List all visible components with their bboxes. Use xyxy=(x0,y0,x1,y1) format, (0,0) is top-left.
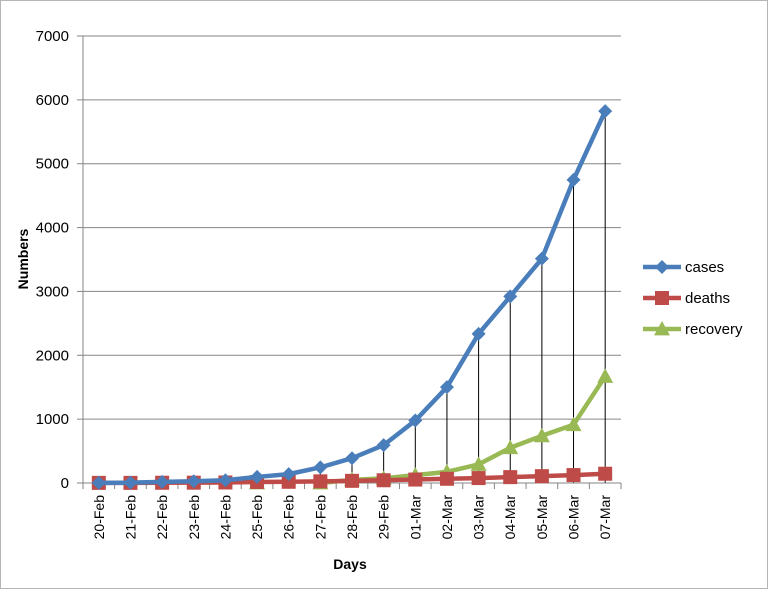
gridlines xyxy=(83,35,621,420)
cases-point xyxy=(250,469,265,484)
deaths-point xyxy=(598,466,613,481)
x-tick-label: 07-Mar xyxy=(597,495,613,540)
y-tick-label: 0 xyxy=(61,475,69,492)
deaths-point xyxy=(534,469,549,484)
legend-label: deaths xyxy=(685,290,730,307)
cases-point xyxy=(376,438,391,453)
cases-point xyxy=(408,413,423,428)
x-tick-label: 03-Mar xyxy=(471,495,487,540)
x-axis-title: Days xyxy=(333,556,367,572)
legend: cases deaths recovery xyxy=(643,259,743,338)
cases-point xyxy=(281,467,296,482)
x-tick-label: 25-Feb xyxy=(249,495,265,540)
cases-point xyxy=(218,473,233,488)
series-group xyxy=(91,104,614,490)
recovery-point xyxy=(597,368,614,383)
cases-point xyxy=(123,475,138,490)
x-tick-label: 21-Feb xyxy=(122,495,138,540)
deaths-point xyxy=(566,468,581,483)
recovery-point xyxy=(470,456,487,471)
x-tick-label: 04-Mar xyxy=(502,495,518,540)
x-tick-label: 23-Feb xyxy=(186,495,202,540)
deaths-point xyxy=(439,471,454,486)
legend-swatch-marker xyxy=(654,321,670,336)
x-tick-label: 05-Mar xyxy=(534,495,550,540)
y-tick-label: 7000 xyxy=(36,28,69,45)
x-tick-label: 02-Mar xyxy=(439,495,455,540)
deaths-point xyxy=(313,474,328,489)
cases-point xyxy=(566,172,581,187)
deaths-point xyxy=(408,472,423,487)
cases-point xyxy=(91,475,106,490)
x-tick-label: 20-Feb xyxy=(91,495,107,540)
y-axis-title: Numbers xyxy=(15,228,31,289)
x-tick-label: 01-Mar xyxy=(407,495,423,540)
x-tick-label: 27-Feb xyxy=(312,495,328,540)
deaths-point xyxy=(345,473,359,488)
recovery-point xyxy=(502,439,519,455)
series-cases xyxy=(91,104,613,490)
deaths-point xyxy=(376,473,391,488)
legend-label: recovery xyxy=(685,321,743,338)
x-tick-label: 29-Feb xyxy=(376,495,392,540)
y-tick-label: 2000 xyxy=(36,347,69,364)
deaths-point xyxy=(471,471,486,486)
cases-point xyxy=(155,474,170,489)
cases-point xyxy=(186,474,201,489)
deaths-point xyxy=(281,474,296,489)
x-tick-labels: 20-Feb 21-Feb 22-Feb 23-Feb 24-Feb 25-Feb 26-F… xyxy=(91,495,613,540)
y-tick-label: 5000 xyxy=(36,156,69,173)
deaths-point xyxy=(503,470,518,485)
cases-point xyxy=(534,251,549,266)
recovery-point xyxy=(533,427,550,443)
x-tick-label: 22-Feb xyxy=(154,495,170,540)
x-tick-label: 28-Feb xyxy=(344,495,360,540)
y-tick-labels: 0 1000 2000 3000 4000 5000 6000 7000 xyxy=(36,28,69,492)
cases-point xyxy=(313,460,328,475)
cases-point xyxy=(598,104,613,119)
cases-point xyxy=(345,451,359,466)
legend-swatch-marker xyxy=(655,260,669,274)
x-tick-label: 06-Mar xyxy=(566,495,582,540)
recovery-point xyxy=(565,416,582,432)
legend-label: cases xyxy=(685,259,724,276)
legend-swatch-marker xyxy=(655,291,669,305)
cases-point xyxy=(503,289,518,304)
cases-point xyxy=(471,326,486,341)
y-tick-label: 1000 xyxy=(36,411,69,428)
cases-line xyxy=(98,110,608,486)
y-tick-label: 6000 xyxy=(36,92,69,109)
x-tick-label: 24-Feb xyxy=(217,495,233,540)
y-tick-label: 3000 xyxy=(36,283,69,300)
y-tick-label: 4000 xyxy=(36,220,69,237)
cases-point xyxy=(439,380,454,395)
recovery-line xyxy=(320,375,608,486)
x-tick-label: 26-Feb xyxy=(281,495,297,540)
